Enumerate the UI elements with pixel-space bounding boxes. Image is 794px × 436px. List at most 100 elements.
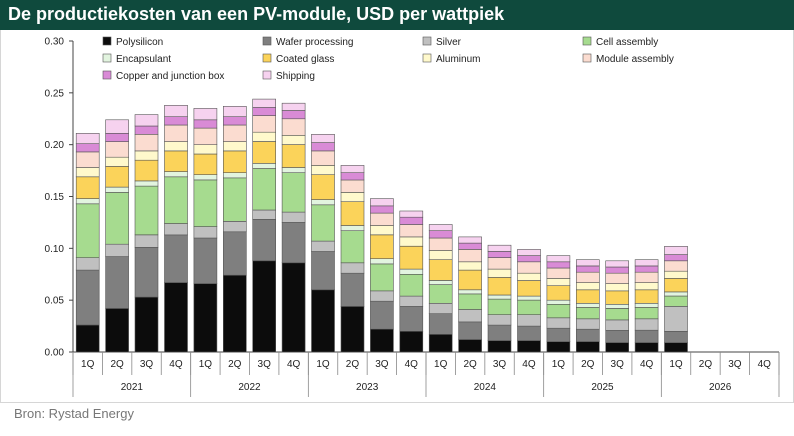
legend-swatch [102,53,112,63]
bar-segment-cell-assembly [193,179,218,227]
bar-segment-shipping [487,244,512,252]
bar-segment-silver [311,240,335,252]
bar-segment-coated-glass [634,289,659,304]
bar-segment-shipping [75,133,100,145]
bar-segment-module-assembly [311,150,335,166]
bar-segment-silver [458,309,482,323]
bar-segment-copper-and-junction-box [75,143,100,153]
source-note: Bron: Rystad Energy [14,406,134,421]
bar-segment-aluminum [311,165,335,175]
bar-segment-aluminum [105,156,129,167]
bar-segment-aluminum [281,135,306,145]
bar-segment-wafer-processing [134,247,159,298]
bar-segment-cell-assembly [517,299,541,316]
bar-segment-silver [487,314,512,326]
legend-label: Aluminum [436,54,480,65]
bar-segment-copper-and-junction-box [281,110,306,120]
bar-segment-silver [546,317,571,329]
legend-label: Cell assembly [596,37,658,48]
bar-segment-encapsulant [546,299,571,305]
bar-segment-silver [134,234,159,248]
bar-segment-aluminum [370,225,394,236]
bar-segment-encapsulant [134,180,159,187]
bar-segment-coated-glass [281,144,306,168]
bar-segment-shipping [311,134,335,143]
bar-segment-copper-and-junction-box [458,242,482,250]
bar-segment-copper-and-junction-box [428,230,453,239]
bar-segment-silver [605,319,630,331]
bar-segment-copper-and-junction-box [164,116,188,126]
bar-segment-wafer-processing [105,256,129,309]
bar-segment-wafer-processing [517,325,541,341]
bar-segment-aluminum [664,270,688,279]
bar-segment-cell-assembly [281,172,306,213]
x-tick-label: 4Q [522,359,536,370]
bar-segment-polysilicon [164,282,188,353]
legend-swatch [262,70,272,80]
legend-label: Coated glass [276,54,334,65]
bar-segment-wafer-processing [487,324,512,341]
bar-segment-silver [164,223,188,236]
bar-segment-copper-and-junction-box [487,251,512,258]
bar-segment-polysilicon [487,340,512,353]
bar-segment-coated-glass [546,285,571,301]
x-tick-label: 4Q [758,359,772,370]
bar-segment-polysilicon [370,328,394,353]
bar-segment-module-assembly [575,271,600,283]
legend-label: Wafer processing [276,37,353,48]
bar-segment-cell-assembly [223,177,247,222]
x-tick-label: 4Q [169,359,183,370]
bar-segment-polysilicon [546,341,571,353]
bar-segment-silver [517,314,541,327]
legend-label: Copper and junction box [116,71,224,82]
bar-segment-silver [105,243,129,257]
bar-segment-module-assembly [546,267,571,279]
bar-segment-coated-glass [605,290,630,305]
bar-segment-encapsulant [223,172,247,179]
bar-segment-module-assembly [134,134,159,152]
bar-segment-module-assembly [281,118,306,136]
bar-segment-cell-assembly [252,168,276,211]
bar-segment-wafer-processing [428,313,453,335]
bar-segment-cell-assembly [164,176,188,224]
bar-segment-aluminum [164,141,188,152]
bar-segment-shipping [517,249,541,256]
x-tick-label: 3Q [375,359,389,370]
bar-segment-copper-and-junction-box [399,216,424,225]
y-tick-label: 0.20 [45,140,65,151]
bar-segment-encapsulant [428,280,453,285]
bar-segment-shipping [664,246,688,255]
bar-segment-coated-glass [428,259,453,281]
bar-segment-cell-assembly [546,303,571,319]
bar-segment-wafer-processing [546,327,571,343]
legend-swatch [262,53,272,63]
bar-segment-encapsulant [399,268,424,275]
bar-segment-module-assembly [517,261,541,274]
bar-segment-cell-assembly [575,307,600,320]
bar-segment-shipping [605,260,630,268]
bar-segment-polysilicon [193,283,218,353]
bar-segment-wafer-processing [75,269,100,326]
y-tick-label: 0.00 [45,348,65,359]
bar-segment-silver [193,226,218,239]
bar-segment-copper-and-junction-box [605,266,630,274]
bar-segment-silver [223,221,247,233]
x-tick-label: 1Q [199,359,213,370]
x-tick-label: 4Q [287,359,301,370]
bar-segment-coated-glass [458,269,482,291]
legend-label: Shipping [276,71,315,82]
bar-segment-coated-glass [252,141,276,164]
bar-segment-copper-and-junction-box [252,107,276,116]
bar-segment-module-assembly [428,237,453,251]
bar-segment-module-assembly [340,179,365,193]
bar-segment-coated-glass [193,153,218,176]
bar-segment-polysilicon [105,308,129,353]
legend-swatch [262,36,272,46]
legend-label: Encapsulant [116,54,171,65]
bar-segment-shipping [428,224,453,231]
bar-segment-polysilicon [458,339,482,353]
bar-segment-coated-glass [370,234,394,259]
bar-segment-encapsulant [487,294,512,300]
bar-segment-encapsulant [105,186,129,193]
bar-segment-cell-assembly [634,307,659,320]
